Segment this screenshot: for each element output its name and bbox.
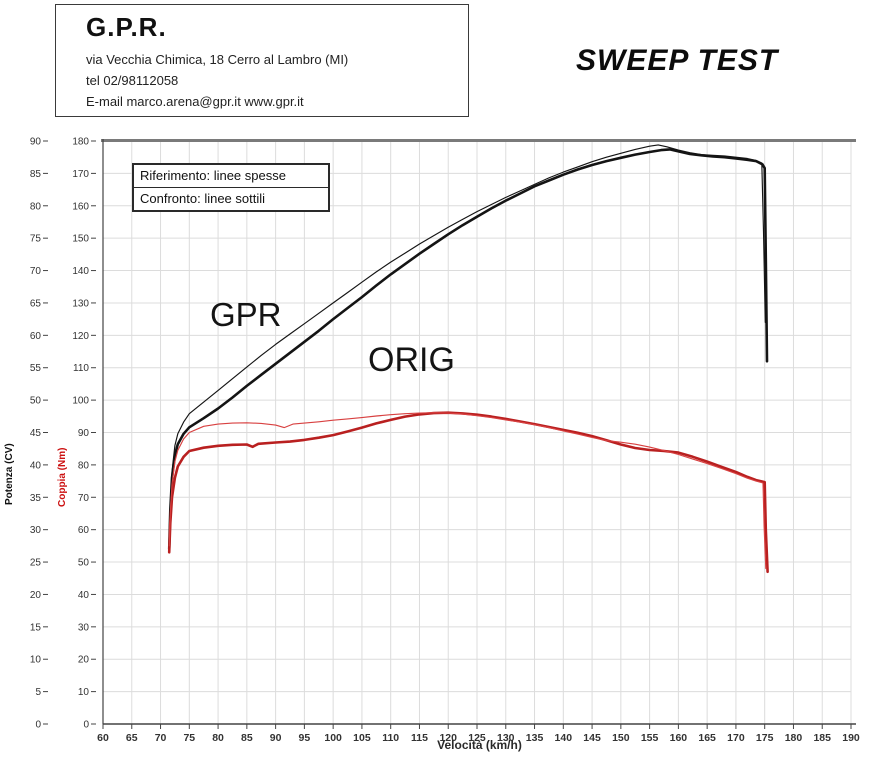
nm-tick-label: 50 [78, 558, 90, 569]
x-tick-label: 90 [270, 732, 282, 744]
company-name: G.P.R. [86, 12, 167, 42]
nm-tick-label: 70 [78, 493, 90, 504]
curve-torque-thin [168, 412, 767, 570]
cv-tick-label: 60 [30, 331, 42, 342]
x-tick-label: 165 [698, 732, 716, 744]
cv-tick-label: 5 [35, 687, 41, 698]
x-tick-label: 95 [299, 732, 311, 744]
nm-tick-label: 160 [72, 201, 89, 212]
nm-tick-label: 100 [72, 396, 89, 407]
x-tick-label: 125 [468, 732, 486, 744]
x-tick-label: 170 [727, 732, 745, 744]
nm-tick-label: 130 [72, 298, 89, 309]
nm-tick-label: 10 [78, 687, 90, 698]
curve-label-orig: ORIG [368, 341, 455, 379]
cv-tick-label: 70 [30, 266, 42, 277]
legend-confronto: Confronto: linee sottili [140, 191, 266, 206]
legend-box: Riferimento: linee spesse Confronto: lin… [132, 163, 330, 212]
x-tick-label: 140 [555, 732, 573, 744]
x-tick-label: 130 [497, 732, 515, 744]
x-tick-label: 190 [842, 732, 860, 744]
nm-tick-label: 170 [72, 169, 89, 180]
curve-label-gpr: GPR [210, 296, 282, 333]
company-header-box: G.P.R. via Vecchia Chimica, 18 Cerro al … [55, 4, 469, 117]
company-address: via Vecchia Chimica, 18 Cerro al Lambro … [86, 52, 349, 67]
x-axis-title: Velocità (km/h) [0, 738, 869, 752]
x-tick-label: 100 [324, 732, 342, 744]
x-tick-label: 60 [97, 732, 109, 744]
x-tick-label: 175 [756, 732, 774, 744]
x-tick-label: 65 [126, 732, 138, 744]
cv-tick-label: 35 [30, 493, 42, 504]
nm-tick-label: 150 [72, 234, 89, 245]
x-tick-label: 185 [813, 732, 831, 744]
cv-tick-label: 40 [30, 460, 42, 471]
legend-riferimento: Riferimento: linee spesse [134, 165, 328, 188]
page-title: SWEEP TEST [576, 44, 779, 77]
nm-tick-label: 0 [83, 720, 89, 731]
cv-tick-label: 50 [30, 396, 42, 407]
nm-tick-label: 40 [78, 590, 90, 601]
x-tick-label: 150 [612, 732, 630, 744]
x-tick-label: 160 [670, 732, 688, 744]
x-tick-label: 85 [241, 732, 253, 744]
x-axis-title-text: Velocità (km/h) [437, 738, 522, 752]
cv-tick-label: 80 [30, 201, 42, 212]
cv-tick-label: 20 [30, 590, 42, 601]
cv-tick-label: 75 [30, 234, 42, 245]
x-tick-label: 105 [353, 732, 371, 744]
x-tick-label: 135 [526, 732, 544, 744]
x-tick-label: 70 [155, 732, 167, 744]
x-tick-label: 110 [382, 732, 399, 744]
cv-tick-label: 15 [30, 622, 42, 633]
cv-tick-label: 0 [35, 720, 41, 731]
x-tick-label: 115 [411, 732, 428, 744]
nm-tick-label: 30 [78, 622, 90, 633]
cv-tick-label: 55 [30, 363, 42, 374]
cv-tick-label: 45 [30, 428, 42, 439]
curve-torque-thick [167, 411, 769, 574]
nm-tick-label: 180 [72, 137, 89, 148]
curve-power-thin [168, 144, 766, 547]
company-phone: tel 02/98112058 [86, 73, 179, 88]
cv-tick-label: 65 [30, 298, 42, 309]
x-tick-label: 145 [583, 732, 601, 744]
nm-tick-label: 90 [78, 428, 90, 439]
x-tick-label: 120 [439, 732, 457, 744]
cv-tick-label: 10 [30, 655, 42, 666]
nm-tick-label: 60 [78, 525, 90, 536]
nm-tick-label: 140 [72, 266, 89, 277]
nm-tick-label: 80 [78, 460, 90, 471]
x-tick-label: 155 [641, 732, 659, 744]
company-email: E-mail marco.arena@gpr.it www.gpr.it [86, 94, 304, 109]
nm-tick-label: 20 [78, 655, 90, 666]
cv-tick-label: 25 [30, 558, 42, 569]
x-tick-label: 75 [183, 732, 195, 744]
curve-power-thick [167, 148, 769, 551]
nm-tick-label: 110 [73, 363, 89, 374]
nm-tick-label: 120 [72, 331, 89, 342]
cv-tick-label: 85 [30, 169, 42, 180]
x-tick-label: 180 [785, 732, 803, 744]
cv-tick-label: 30 [30, 525, 42, 536]
x-tick-label: 80 [212, 732, 224, 744]
cv-tick-label: 90 [30, 137, 42, 148]
